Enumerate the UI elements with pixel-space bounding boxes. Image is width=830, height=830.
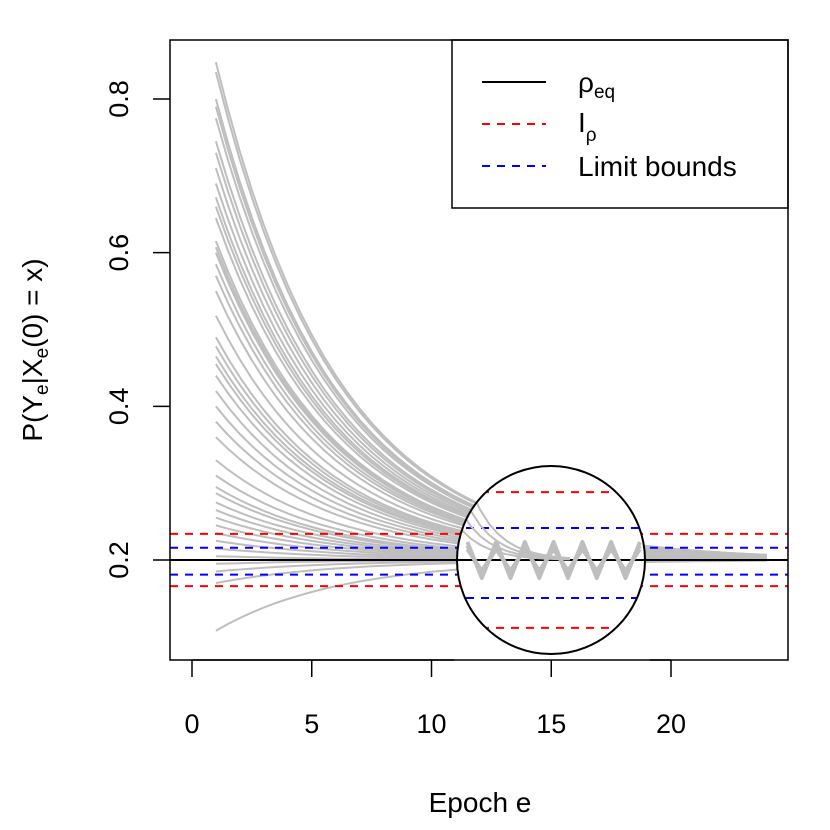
x-axis-ticks: 0 5 10 15 20 — [184, 660, 686, 739]
x-tick-label: 5 — [304, 709, 319, 739]
zoom-inset — [456, 465, 646, 655]
y-tick-label: 0.6 — [104, 234, 134, 272]
inset-zigzag-line — [465, 543, 642, 577]
plot-frame — [169, 39, 789, 661]
x-axis-title: Epoch e — [429, 787, 532, 818]
legend-box — [451, 39, 789, 209]
legend-label-i-rho: Iρ — [578, 107, 597, 146]
y-axis-ticks: 0.2 0.4 0.6 0.8 — [104, 80, 170, 579]
y-tick-label: 0.2 — [104, 541, 134, 579]
x-tick-label: 20 — [656, 709, 686, 739]
x-tick-label: 10 — [416, 709, 446, 739]
legend: ρeq Iρ Limit bounds — [451, 39, 789, 209]
legend-label-rho-eq: ρeq — [578, 67, 615, 103]
inset-trajectory-line — [461, 529, 571, 561]
inset-zigzag-line — [465, 540, 642, 580]
x-tick-label: 15 — [536, 709, 566, 739]
legend-label-limit-bounds: Limit bounds — [578, 151, 737, 182]
inset-trajectory-line — [461, 466, 571, 560]
y-axis-title: P(Ye|Xe(0) = x) — [17, 258, 53, 441]
y-tick-label: 0.4 — [104, 388, 134, 426]
y-tick-label: 0.8 — [104, 80, 134, 118]
x-tick-label: 0 — [184, 709, 199, 739]
inset-border — [456, 465, 646, 655]
inset-zigzag-line — [465, 547, 642, 573]
